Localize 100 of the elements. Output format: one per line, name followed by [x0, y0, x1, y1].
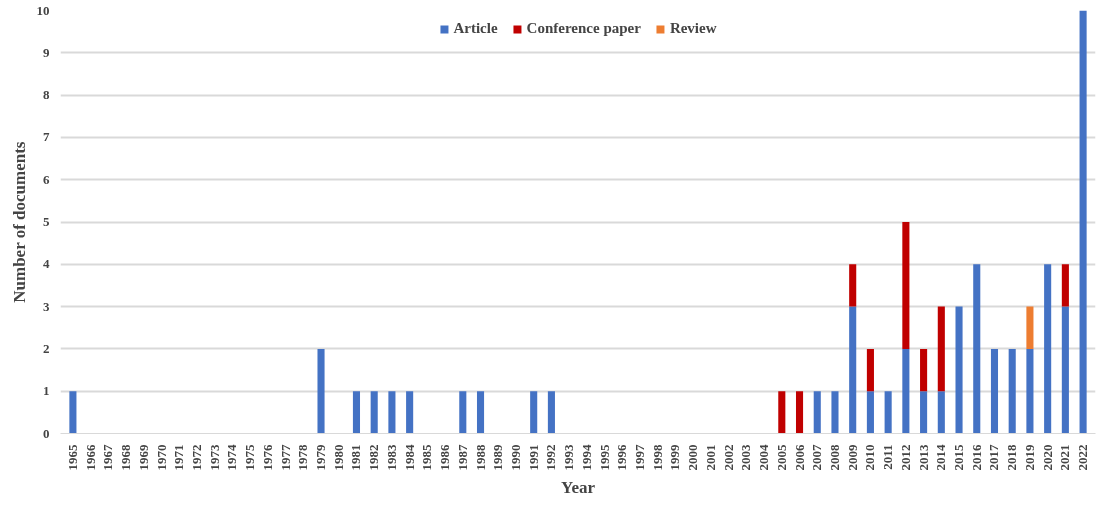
x-tick-label: 1975 — [242, 444, 258, 471]
x-tick-label: 1987 — [454, 444, 470, 471]
bar — [388, 391, 396, 434]
y-tick-label: 10 — [36, 2, 50, 18]
bar — [866, 391, 874, 434]
legend-label: Article — [453, 20, 498, 37]
x-tick-label: 1997 — [632, 444, 648, 471]
x-tick-label: 2022 — [1075, 444, 1091, 471]
x-tick-label: 1988 — [472, 444, 488, 471]
bar — [547, 391, 555, 434]
bar — [849, 264, 857, 307]
x-tick-label: 2019 — [1021, 444, 1037, 471]
bar — [1061, 306, 1069, 434]
bar — [317, 348, 325, 434]
y-tick-label: 1 — [43, 383, 50, 399]
bar — [370, 391, 378, 434]
x-tick-label: 1998 — [649, 444, 665, 471]
x-tick-label: 1984 — [401, 444, 417, 471]
x-tick-label: 1981 — [348, 444, 364, 471]
x-tick-label: 1972 — [188, 444, 204, 471]
x-tick-label: 2017 — [986, 444, 1002, 471]
bar — [352, 391, 361, 434]
bar — [1026, 306, 1034, 349]
bar — [955, 306, 963, 434]
bar — [937, 391, 945, 434]
x-tick-label: 2020 — [1039, 444, 1055, 471]
x-tick-label: 2015 — [951, 444, 967, 471]
x-tick-label: 1985 — [419, 444, 435, 471]
bar — [973, 264, 981, 434]
x-tick-label: 1979 — [313, 444, 329, 471]
y-tick-label: 4 — [43, 256, 50, 272]
x-tick-label: 2009 — [844, 444, 860, 471]
y-tick-label: 5 — [43, 214, 50, 229]
x-tick-label: 1994 — [578, 444, 594, 471]
x-tick-label: 1982 — [366, 444, 382, 471]
x-tick-label: 2002 — [720, 444, 736, 471]
x-tick-label: 1965 — [64, 444, 80, 471]
x-tick-label: 1990 — [507, 444, 523, 471]
x-tick-label: 1970 — [153, 444, 169, 471]
bar — [530, 391, 538, 434]
x-tick-label: 2011 — [880, 444, 896, 470]
bar — [902, 348, 910, 434]
x-tick-label: 1974 — [224, 444, 240, 471]
bar — [902, 222, 910, 349]
x-tick-label: 1999 — [667, 444, 683, 471]
y-tick-label: 7 — [43, 129, 50, 145]
x-tick-label: 2003 — [738, 444, 754, 471]
y-axis-title: Number of documents — [9, 141, 29, 303]
x-tick-label: 1989 — [490, 444, 506, 471]
bar — [1061, 264, 1069, 307]
x-tick-label: 1969 — [135, 444, 151, 471]
bar — [920, 391, 928, 434]
x-tick-label: 1980 — [330, 444, 346, 471]
x-axis-title: Year — [561, 478, 596, 498]
x-tick-label: 2001 — [702, 444, 718, 471]
y-tick-label: 9 — [43, 44, 50, 60]
x-tick-label: 1966 — [82, 444, 98, 471]
x-tick-label: 1995 — [596, 444, 612, 471]
x-tick-label: 2008 — [826, 444, 842, 471]
bar — [406, 391, 414, 434]
y-tick-label: 0 — [43, 425, 50, 441]
bar — [866, 348, 874, 392]
x-tick-label: 2021 — [1057, 444, 1073, 471]
x-tick-label: 1993 — [561, 444, 577, 471]
bar — [990, 348, 999, 434]
x-tick-label: 1992 — [543, 444, 559, 471]
x-tick-label: 2000 — [685, 444, 701, 471]
x-tick-label: 2014 — [933, 444, 949, 471]
x-tick-label: 1977 — [277, 444, 293, 471]
x-tick-label: 2010 — [862, 444, 878, 471]
x-tick-label: 2007 — [809, 444, 825, 471]
bar — [920, 348, 928, 392]
y-tick-label: 2 — [43, 340, 50, 356]
bar — [937, 306, 945, 392]
x-tick-label: 1967 — [100, 444, 116, 471]
x-tick-label: 1976 — [259, 444, 275, 471]
bar — [795, 391, 804, 434]
x-tick-label: 1996 — [614, 444, 630, 471]
x-tick-label: 2013 — [915, 444, 931, 471]
bar — [459, 391, 467, 434]
x-tick-label: 2016 — [968, 444, 984, 471]
legend-label: Conference paper — [526, 20, 641, 37]
x-tick-label: 1968 — [118, 444, 134, 471]
x-tick-label: 2018 — [1004, 444, 1020, 471]
x-tick-label: 1973 — [206, 444, 222, 471]
bar — [1026, 348, 1034, 434]
x-tick-label: 1971 — [171, 444, 187, 471]
y-tick-label: 3 — [43, 298, 50, 314]
bar — [1079, 10, 1087, 434]
x-tick-label: 2004 — [756, 444, 772, 471]
bar — [849, 306, 857, 434]
bar — [69, 391, 77, 434]
y-tick-label: 8 — [43, 87, 50, 103]
bar — [1008, 348, 1016, 434]
x-tick-label: 1983 — [383, 444, 399, 471]
x-tick-label: 2006 — [791, 444, 807, 471]
bar — [476, 391, 485, 434]
x-tick-label: 2012 — [897, 444, 913, 471]
legend-label: Review — [669, 20, 717, 37]
x-tick-label: 1978 — [295, 444, 311, 471]
